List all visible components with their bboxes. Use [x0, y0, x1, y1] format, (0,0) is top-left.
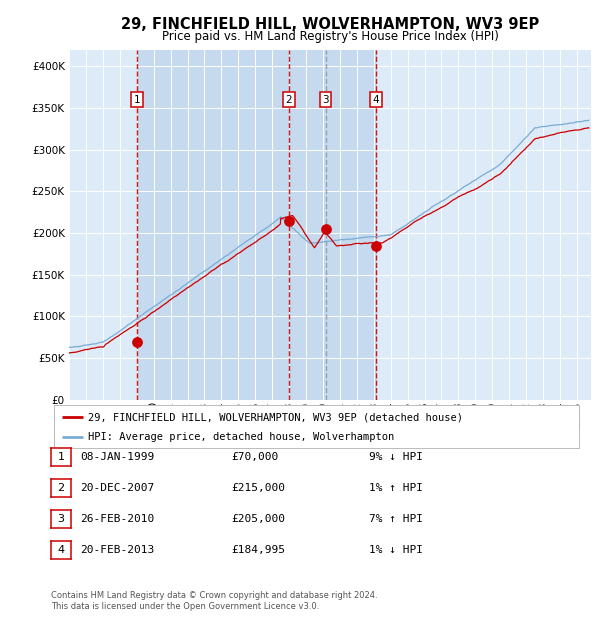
Text: £215,000: £215,000	[231, 483, 285, 493]
Text: 1: 1	[58, 452, 64, 462]
Text: 29, FINCHFIELD HILL, WOLVERHAMPTON, WV3 9EP: 29, FINCHFIELD HILL, WOLVERHAMPTON, WV3 …	[121, 17, 539, 32]
Text: 2: 2	[58, 483, 64, 493]
Text: £184,995: £184,995	[231, 545, 285, 555]
Text: £205,000: £205,000	[231, 514, 285, 524]
Text: 08-JAN-1999: 08-JAN-1999	[80, 452, 154, 462]
Text: HPI: Average price, detached house, Wolverhampton: HPI: Average price, detached house, Wolv…	[88, 432, 394, 442]
Text: 9% ↓ HPI: 9% ↓ HPI	[369, 452, 423, 462]
Text: 29, FINCHFIELD HILL, WOLVERHAMPTON, WV3 9EP (detached house): 29, FINCHFIELD HILL, WOLVERHAMPTON, WV3 …	[88, 412, 463, 422]
Text: 1% ↓ HPI: 1% ↓ HPI	[369, 545, 423, 555]
Text: 4: 4	[373, 95, 379, 105]
Text: 26-FEB-2010: 26-FEB-2010	[80, 514, 154, 524]
Text: 1% ↑ HPI: 1% ↑ HPI	[369, 483, 423, 493]
Text: 4: 4	[58, 545, 64, 555]
Text: 20-DEC-2007: 20-DEC-2007	[80, 483, 154, 493]
Point	[371, 241, 381, 250]
Text: 3: 3	[58, 514, 64, 524]
Text: 3: 3	[322, 95, 329, 105]
Text: £70,000: £70,000	[231, 452, 278, 462]
Text: 20-FEB-2013: 20-FEB-2013	[80, 545, 154, 555]
Text: Contains HM Land Registry data © Crown copyright and database right 2024.: Contains HM Land Registry data © Crown c…	[51, 591, 377, 600]
Text: 7% ↑ HPI: 7% ↑ HPI	[369, 514, 423, 524]
Point	[321, 224, 331, 234]
Bar	[137, 50, 376, 400]
Text: This data is licensed under the Open Government Licence v3.0.: This data is licensed under the Open Gov…	[51, 602, 319, 611]
Point	[133, 337, 142, 347]
Text: Price paid vs. HM Land Registry's House Price Index (HPI): Price paid vs. HM Land Registry's House …	[161, 30, 499, 43]
Point	[284, 216, 293, 226]
Text: 2: 2	[285, 95, 292, 105]
Text: 1: 1	[134, 95, 140, 105]
